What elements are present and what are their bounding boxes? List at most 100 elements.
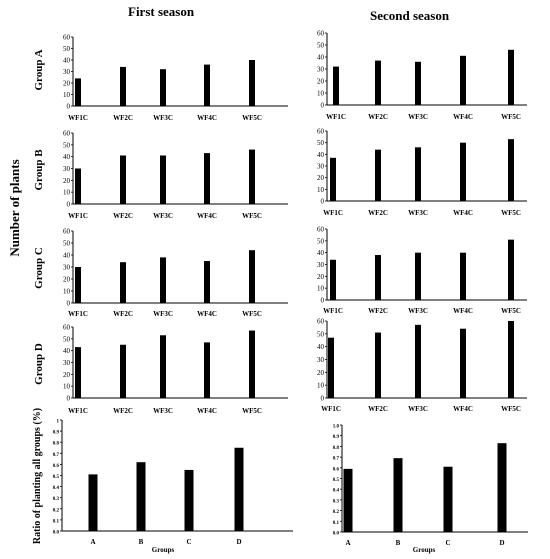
x-tick-label: WF5C <box>242 212 262 220</box>
x-tick-label: WF2C <box>113 310 133 318</box>
y-tick-label: 0.5 <box>333 478 340 483</box>
y-tick-label: 60 <box>317 30 325 38</box>
y-tick-label: 0.4 <box>53 486 60 491</box>
y-tick-label: 30 <box>63 264 71 272</box>
x-tick-label: WF3C <box>153 310 173 318</box>
x-tick-label: WF4C <box>197 212 217 220</box>
x-tick-label: WF5C <box>501 113 521 121</box>
bar <box>249 330 255 398</box>
y-tick-label: 60 <box>317 318 325 326</box>
y-tick-label: 20 <box>317 78 325 86</box>
group-label: Group C <box>33 247 45 289</box>
y-tick-label: 50 <box>63 335 71 343</box>
bar <box>184 469 194 531</box>
bar <box>415 147 421 201</box>
x-tick-label: WF5C <box>242 114 262 122</box>
y-tick-label: 0.5 <box>53 475 60 480</box>
y-tick-label: 0.2 <box>333 510 340 515</box>
bar <box>75 78 81 106</box>
y-tick-label: 0.2 <box>53 508 60 513</box>
bar <box>204 342 210 398</box>
x-tick-label: WF4C <box>453 209 473 217</box>
bar <box>375 60 381 105</box>
y-tick-label: 0 <box>321 297 325 305</box>
x-tick-label: WF4C <box>453 113 473 121</box>
bar <box>249 250 255 303</box>
x-tick-label: WF2C <box>113 407 133 415</box>
x-tick-label: WF3C <box>153 212 173 220</box>
y-tick-label: 30 <box>317 66 325 74</box>
y-tick-label: 0.0 <box>53 531 60 536</box>
bar <box>460 142 466 201</box>
bar <box>204 64 210 106</box>
bar <box>415 61 421 105</box>
bar <box>375 149 381 201</box>
bar <box>88 474 98 531</box>
y-tick-label: 0 <box>321 198 325 206</box>
y-tick-label: 50 <box>63 45 71 53</box>
y-tick-label: 0.0 <box>333 532 340 537</box>
bar <box>160 69 166 106</box>
x-tick-label: C <box>445 539 450 547</box>
y-tick-label: 50 <box>317 237 325 245</box>
bar <box>508 321 514 398</box>
panel-y-label: Ratio of planting all groups (%) <box>32 408 43 544</box>
x-tick-label: WF1C <box>321 405 341 413</box>
y-tick-label: 40 <box>317 54 325 62</box>
y-tick-label: 0.8 <box>333 446 340 451</box>
x-tick-label: WF2C <box>113 212 133 220</box>
x-tick-label: WF1C <box>68 212 88 220</box>
bar <box>393 458 403 532</box>
y-tick-label: 10 <box>63 383 71 391</box>
y-tick-label: 0.9 <box>333 435 340 440</box>
y-tick-label: 0.8 <box>53 442 60 447</box>
x-tick-label: WF4C <box>197 407 217 415</box>
x-tick-label: D <box>236 538 241 546</box>
y-tick-label: 50 <box>317 42 325 50</box>
bar <box>120 155 126 204</box>
x-tick-label: WF3C <box>408 209 428 217</box>
bar <box>330 259 336 300</box>
y-tick-label: 0 <box>321 102 325 110</box>
y-tick-label: 0.4 <box>333 489 340 494</box>
y-tick-label: 40 <box>63 347 71 355</box>
y-tick-label: 60 <box>63 324 71 332</box>
y-tick-label: 40 <box>63 153 71 161</box>
bar <box>204 261 210 303</box>
y-tick-label: 30 <box>63 68 71 76</box>
y-tick-label: 0.1 <box>53 519 60 524</box>
x-tick-label: WF5C <box>242 407 262 415</box>
bar <box>460 55 466 105</box>
y-tick-label: 40 <box>63 57 71 65</box>
bar <box>343 468 353 532</box>
x-tick-label: WF2C <box>368 209 388 217</box>
y-tick-label: 0.6 <box>53 464 60 469</box>
bar <box>160 257 166 303</box>
y-tick-label: 0.7 <box>53 453 60 458</box>
bar <box>508 239 514 300</box>
y-tick-label: 30 <box>63 165 71 173</box>
y-tick-label: 1 <box>57 420 60 425</box>
bar <box>460 252 466 300</box>
y-tick-label: 10 <box>63 189 71 197</box>
x-tick-label: D <box>499 539 504 547</box>
y-tick-label: 30 <box>317 163 325 171</box>
y-tick-label: 30 <box>317 261 325 269</box>
x-tick-label: WF5C <box>242 310 262 318</box>
y-tick-label: 20 <box>63 371 71 379</box>
x-tick-label: C <box>186 538 191 546</box>
y-tick-label: 60 <box>63 228 71 236</box>
x-axis-title: Groups <box>413 546 436 554</box>
y-tick-label: 10 <box>317 285 325 293</box>
x-tick-label: B <box>396 539 401 547</box>
y-tick-label: 40 <box>317 249 325 257</box>
x-tick-label: WF1C <box>323 209 343 217</box>
y-tick-label: 0.1 <box>333 521 340 526</box>
y-tick-label: 50 <box>317 330 325 338</box>
y-tick-label: 60 <box>317 226 325 234</box>
y-tick-label: 0.7 <box>333 457 340 462</box>
y-tick-label: 0 <box>321 395 325 403</box>
x-tick-label: WF4C <box>197 114 217 122</box>
y-tick-label: 60 <box>63 34 71 42</box>
